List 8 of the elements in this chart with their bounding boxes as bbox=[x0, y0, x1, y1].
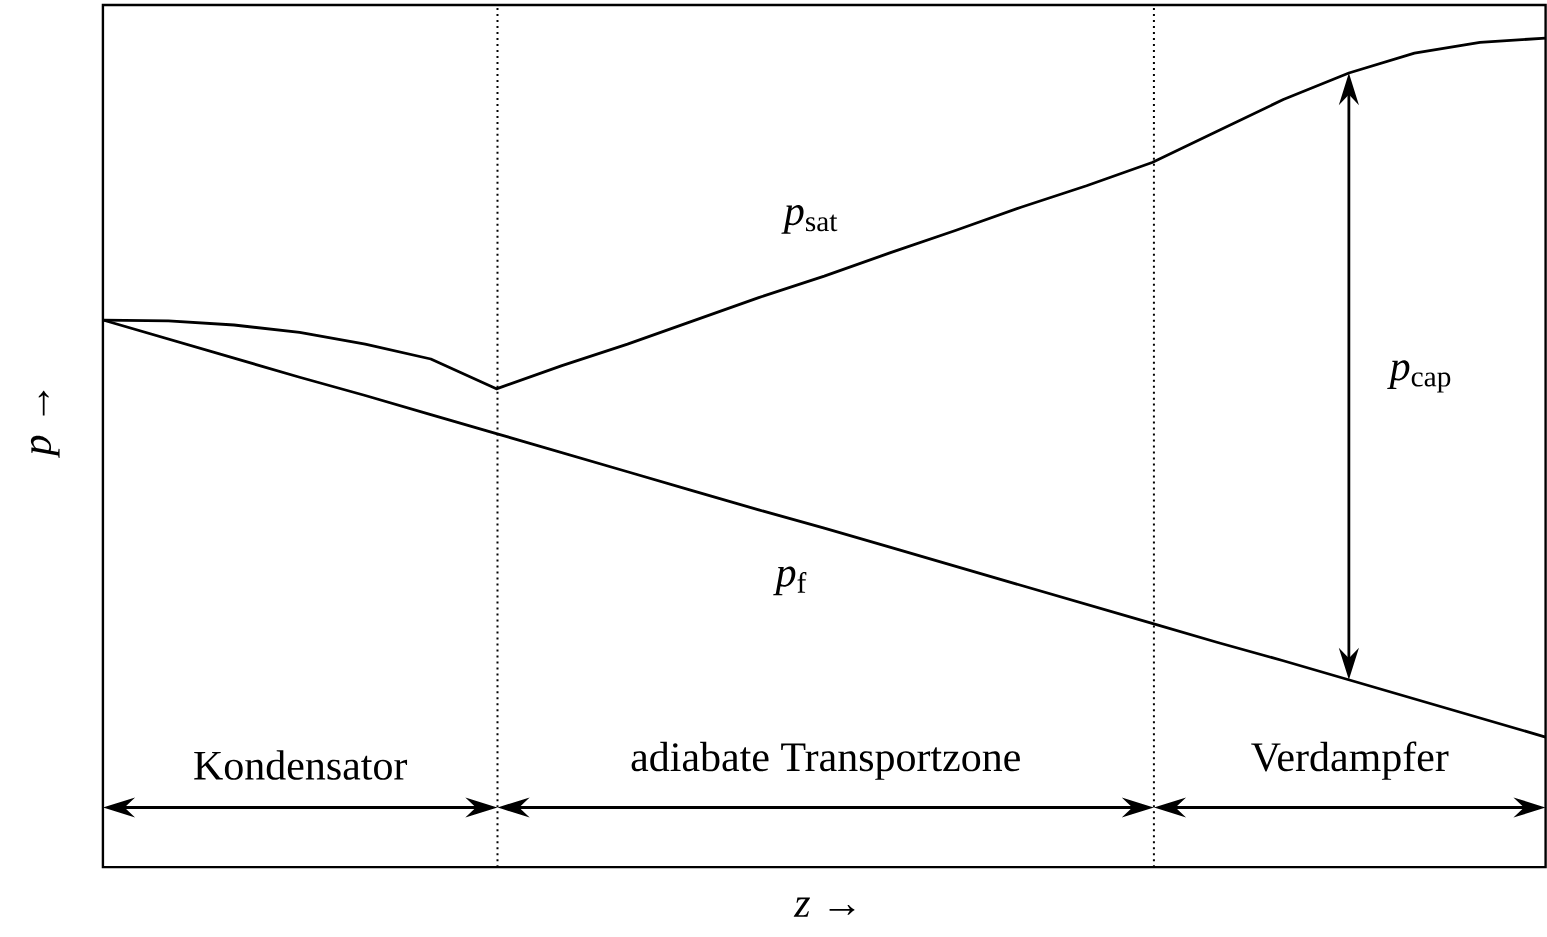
series-label: p$_{f}$ bbox=[773, 566, 807, 596]
annotation: Kondensator bbox=[194, 750, 408, 780]
annotation: Verdampfer bbox=[1251, 741, 1449, 780]
annotation: adiabate Transportzone bbox=[631, 741, 1020, 780]
annotation: p$_{cap}$ bbox=[1387, 360, 1451, 393]
x-axis-title: z → bbox=[793, 897, 855, 917]
y-axis-title: p → bbox=[30, 390, 60, 458]
series-label: p$_{sat}$ bbox=[781, 204, 838, 234]
